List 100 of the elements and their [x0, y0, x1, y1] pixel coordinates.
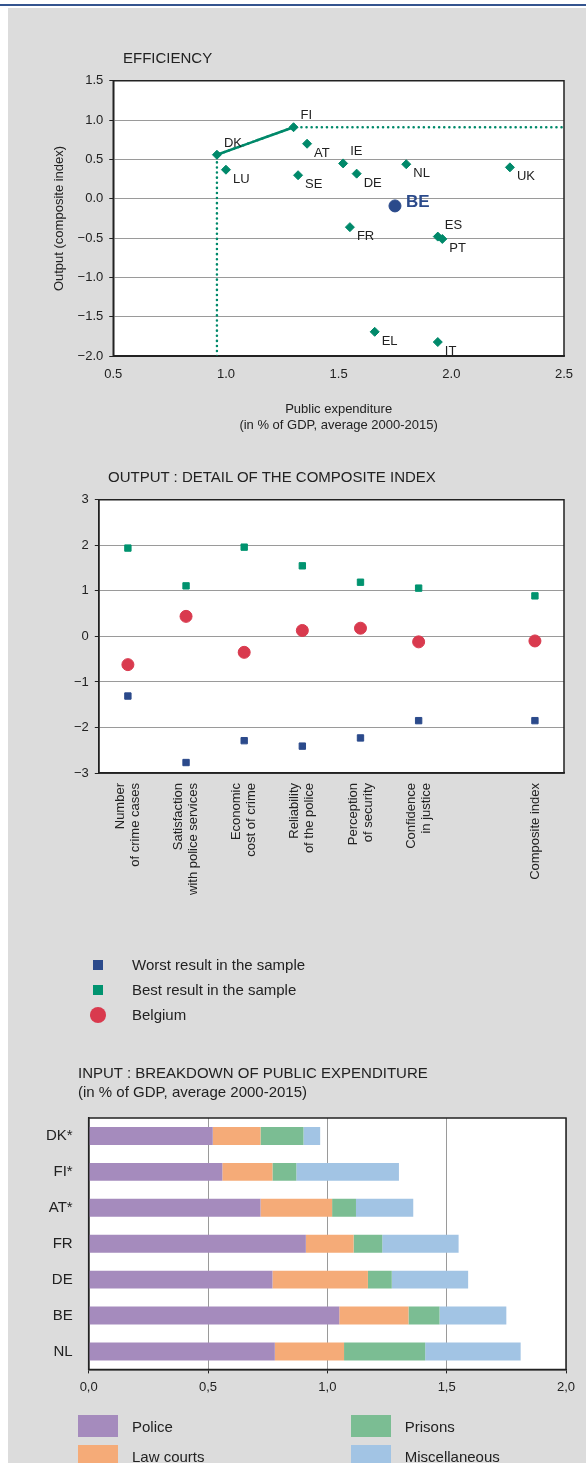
point — [124, 544, 132, 552]
point — [240, 543, 248, 551]
x-tick-label: 2.5 — [554, 365, 574, 381]
chart-subtitle: (in % of GDP, average 2000-2015) — [78, 1082, 309, 1101]
legend-label: Miscellaneous — [404, 1447, 500, 1463]
annotation: LU — [232, 170, 250, 186]
point — [388, 199, 402, 213]
bar — [89, 1306, 340, 1325]
annotation: PT — [449, 240, 466, 256]
bar — [391, 1270, 469, 1289]
x-tick-label: 0.5 — [104, 365, 123, 381]
annotation: NL — [413, 165, 430, 181]
annotation: IT — [444, 343, 457, 359]
bar — [367, 1270, 392, 1289]
bar — [89, 1126, 213, 1145]
y-tick-label: −2.0 — [77, 347, 104, 363]
point — [412, 635, 426, 649]
bar — [339, 1306, 409, 1325]
bar — [296, 1162, 399, 1181]
x-tick-label: 0,0 — [79, 1378, 98, 1394]
y-tick-label: 0 — [81, 627, 89, 643]
point — [353, 621, 367, 635]
bar — [353, 1234, 383, 1253]
y-tick-label: DE — [51, 1269, 73, 1287]
point — [356, 734, 365, 742]
y-tick-label: BE — [52, 1305, 73, 1323]
annotation: DK — [223, 134, 243, 150]
point — [338, 158, 349, 169]
x-tick-label: 1,0 — [318, 1378, 337, 1394]
point — [414, 716, 423, 725]
y-tick-label: 3 — [81, 491, 89, 507]
y-tick-label: −1.0 — [77, 269, 104, 285]
point — [298, 742, 307, 750]
annotation: AT — [314, 144, 330, 160]
y-tick-label: 0.5 — [85, 151, 104, 167]
point — [369, 326, 380, 337]
annotation: ES — [444, 216, 463, 232]
bar — [89, 1162, 223, 1181]
point — [401, 159, 412, 170]
bar — [260, 1126, 304, 1145]
annotation: FR — [356, 228, 375, 244]
bar — [212, 1126, 261, 1145]
bar — [274, 1342, 345, 1361]
bar — [344, 1342, 426, 1361]
legend-label: Best result in the sample — [132, 981, 297, 998]
point — [302, 138, 313, 149]
y-tick-label: DK* — [45, 1126, 73, 1144]
annotation: SE — [305, 176, 323, 192]
y-tick-label: 1.5 — [85, 72, 104, 88]
bar — [272, 1162, 297, 1181]
bar — [303, 1126, 321, 1145]
point — [237, 645, 251, 659]
point — [240, 736, 248, 745]
chart-title: INPUT : BREAKDOWN OF PUBLIC EXPENDITURE — [78, 1063, 429, 1082]
annotation: DE — [363, 174, 383, 190]
point — [528, 634, 542, 648]
x-tick-label: 2.0 — [442, 365, 461, 381]
x-tick-label: 1,5 — [437, 1378, 456, 1394]
y-tick-label: −1.5 — [77, 308, 104, 324]
y-tick-label: 2 — [81, 536, 89, 552]
x-tick-label: Number of crime cases — [111, 782, 142, 867]
point — [121, 658, 135, 672]
x-tick-label: 1.0 — [216, 365, 235, 381]
point — [124, 692, 132, 700]
y-tick-label: FR — [52, 1233, 73, 1251]
point — [220, 164, 231, 175]
x-tick-label: Composite index — [526, 782, 542, 880]
bar — [425, 1342, 521, 1361]
point — [356, 578, 365, 586]
y-tick-label: 0.0 — [85, 190, 104, 206]
y-axis-title: Output (composite index) — [51, 145, 67, 292]
legend-label: Belgium — [132, 1006, 187, 1023]
bar — [305, 1234, 354, 1253]
series-label: BE — [405, 191, 430, 211]
point — [182, 582, 190, 590]
point — [179, 609, 193, 623]
y-tick-label: −1 — [73, 673, 89, 689]
chart-title: EFFICIENCY — [123, 48, 214, 67]
point — [432, 337, 443, 348]
annotation: IE — [350, 143, 363, 159]
point — [298, 562, 307, 570]
legend-label: Worst result in the sample — [132, 956, 306, 973]
x-axis-title: Public expenditure (in % of GDP, average 2000-2015) — [239, 401, 438, 432]
annotation: FI — [300, 107, 313, 123]
bar — [89, 1198, 261, 1217]
bar — [260, 1198, 333, 1217]
bar — [89, 1234, 306, 1253]
point — [414, 584, 423, 592]
point — [295, 623, 309, 637]
bar — [89, 1270, 273, 1289]
point — [293, 170, 304, 181]
y-tick-label: FI* — [53, 1162, 73, 1180]
chart-title: OUTPUT : DETAIL OF THE COMPOSITE INDEX — [108, 467, 437, 486]
bar — [89, 1342, 275, 1361]
annotation: EL — [381, 332, 398, 348]
bar — [382, 1234, 459, 1253]
bar — [222, 1162, 273, 1181]
y-tick-label: −2 — [73, 719, 89, 735]
point — [351, 168, 362, 179]
bar — [439, 1306, 507, 1325]
